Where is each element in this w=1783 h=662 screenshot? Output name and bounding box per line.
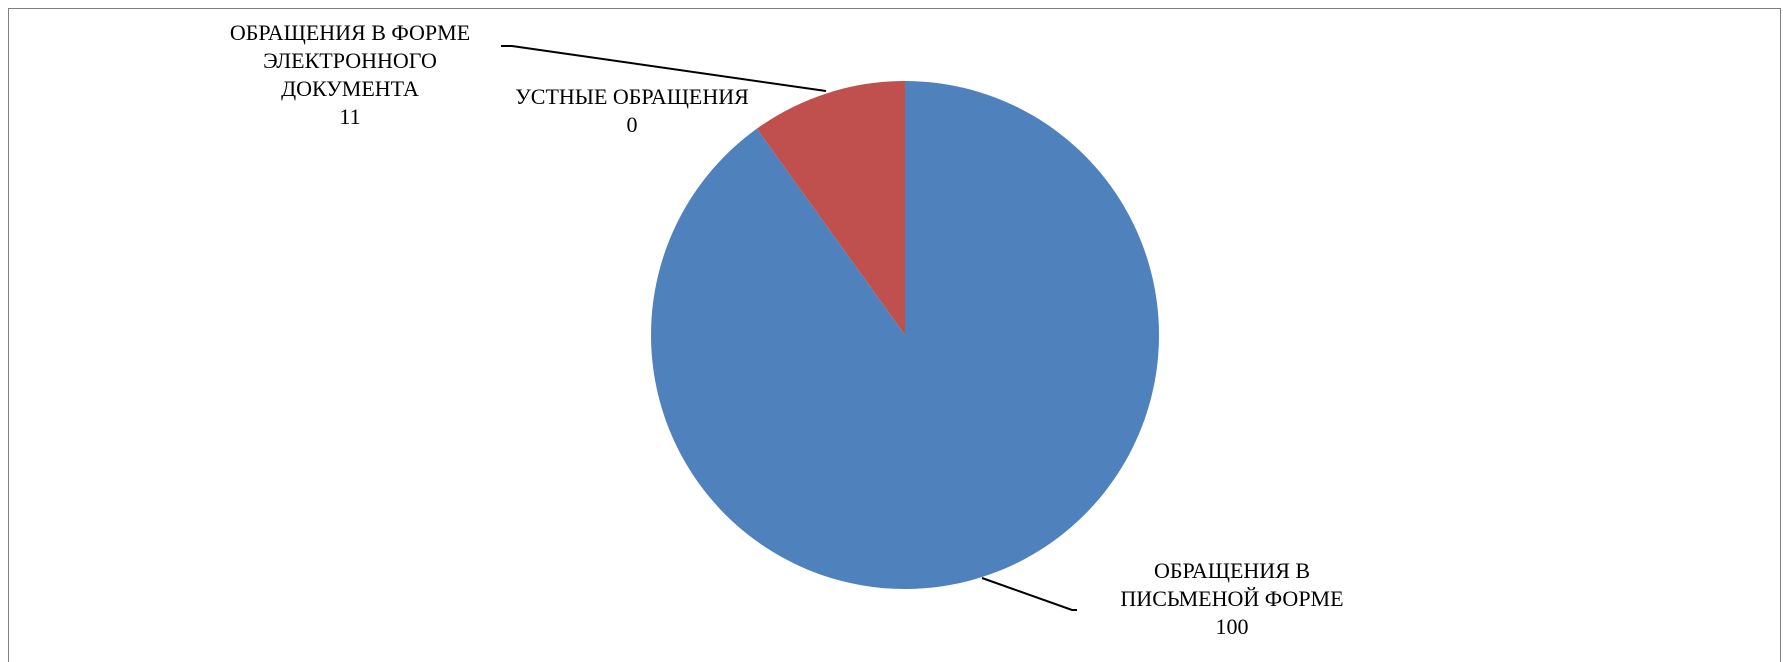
data-label-value: 100 <box>1216 614 1249 639</box>
leader-line-1 <box>981 577 1077 611</box>
data-label-3: УСТНЫЕ ОБРАЩЕНИЯ 0 <box>515 84 749 137</box>
chart-frame <box>8 8 1781 662</box>
data-label-text: ПИСЬМЕНОЙ ФОРМЕ <box>1120 586 1343 611</box>
data-label-text: ЭЛЕКТРОННОГО <box>263 48 437 73</box>
pie-slice-1 <box>651 81 1160 589</box>
data-label-text: ОБРАЩЕНИЯ В <box>1154 558 1310 583</box>
leader-line-2 <box>501 45 827 92</box>
pie-slice-2 <box>756 81 905 335</box>
data-label-text: ДОКУМЕНТА <box>281 76 419 101</box>
data-label-value: 11 <box>339 104 360 129</box>
data-label-1: ОБРАЩЕНИЯ В ПИСЬМЕНОЙ ФОРМЕ 100 <box>1120 558 1343 639</box>
data-label-2: ОБРАЩЕНИЯ В ФОРМЕ ЭЛЕКТРОННОГО ДОКУМЕНТА 11 <box>230 20 470 129</box>
data-label-value: 0 <box>627 112 638 137</box>
leader-lines <box>501 45 1077 611</box>
data-label-text: УСТНЫЕ ОБРАЩЕНИЯ <box>515 84 749 109</box>
pie-slices <box>651 81 1160 589</box>
data-label-text: ОБРАЩЕНИЯ В ФОРМЕ <box>230 20 470 45</box>
